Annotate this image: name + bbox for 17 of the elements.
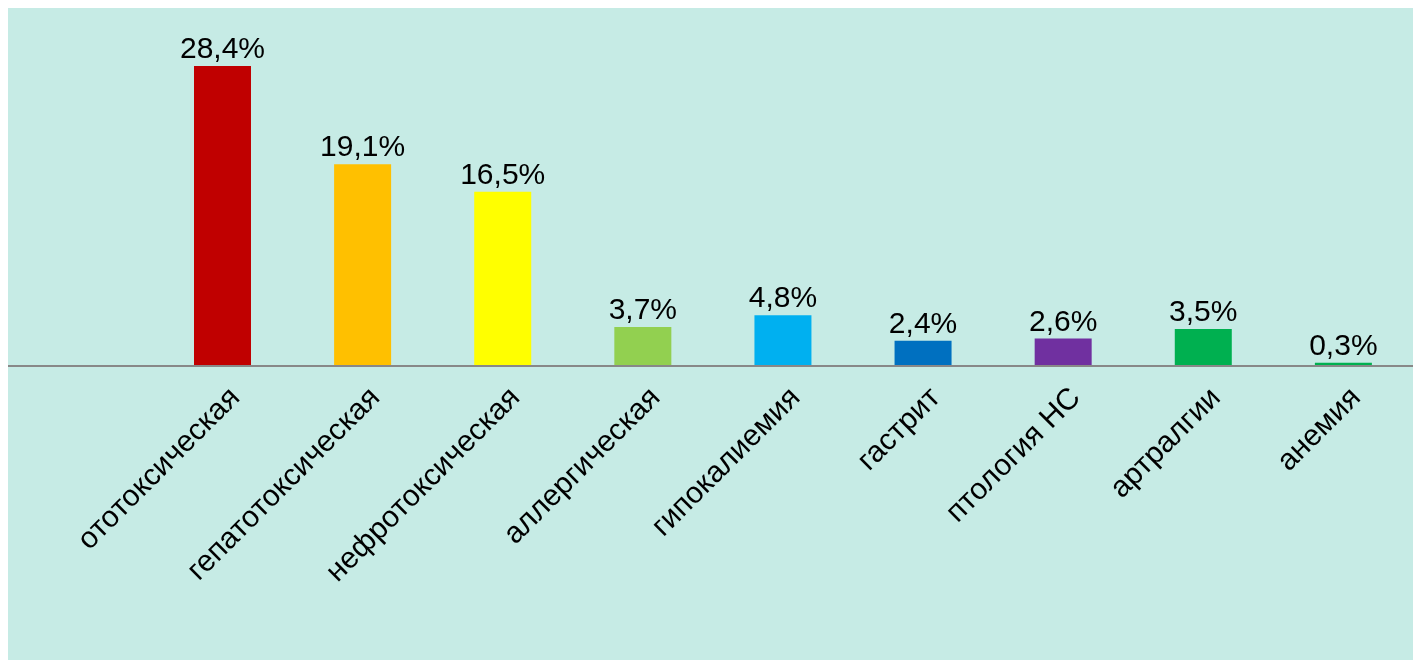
data-label: 0,3% [1309, 327, 1378, 361]
bar [194, 66, 251, 366]
data-label: 19,1% [320, 129, 406, 163]
bar [894, 340, 952, 366]
data-label: 4,8% [748, 280, 818, 314]
data-label: 16,5% [460, 156, 546, 190]
bar [614, 326, 672, 366]
data-label: 2,4% [888, 305, 958, 339]
bar [1034, 338, 1092, 366]
bar [754, 315, 812, 366]
data-label: 2,6% [1028, 303, 1098, 337]
bar [474, 191, 532, 366]
data-label: 28,4% [179, 31, 266, 64]
bar [334, 164, 392, 366]
data-label: 3,5% [1169, 294, 1238, 328]
bar [1174, 329, 1232, 366]
data-label: 3,7% [608, 291, 678, 325]
